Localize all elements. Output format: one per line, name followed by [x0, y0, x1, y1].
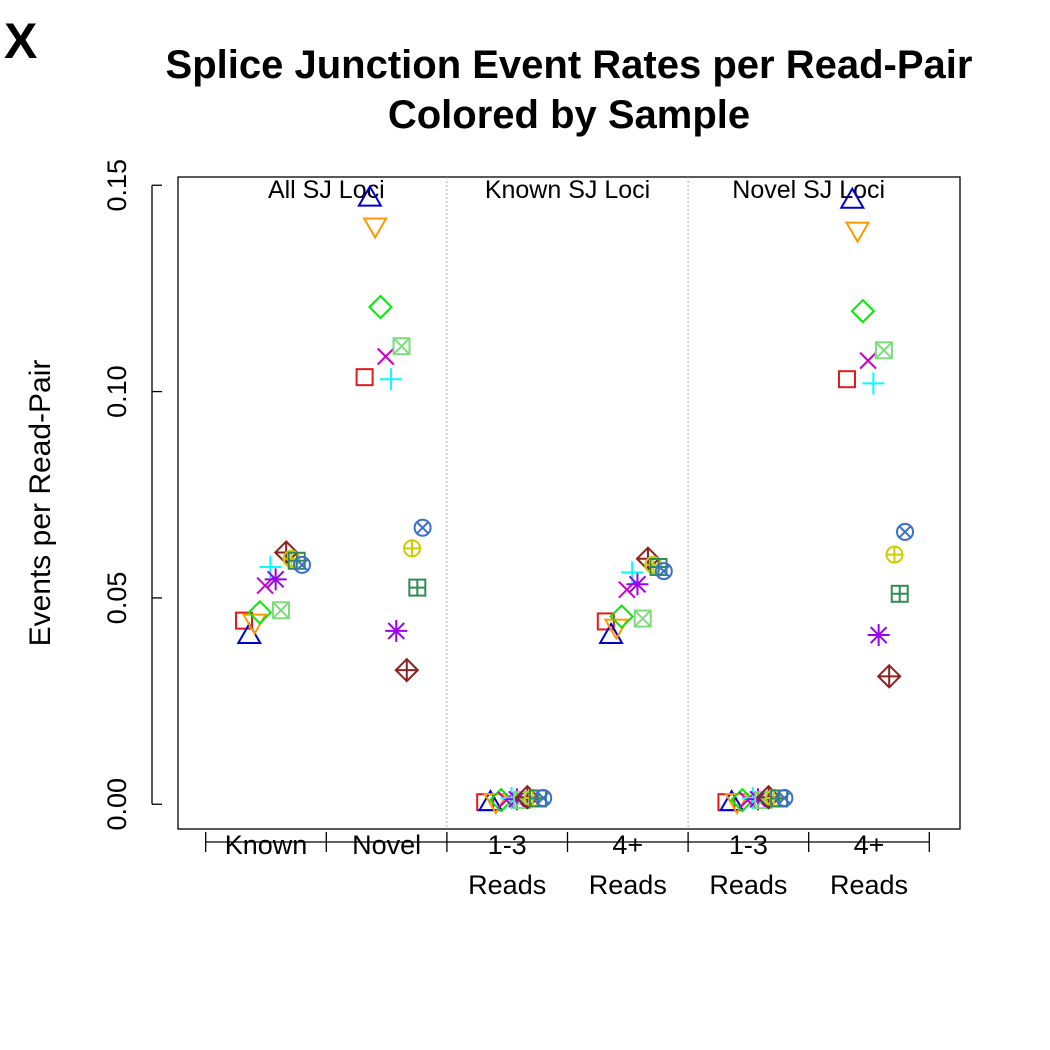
panel-label: Novel SJ Loci: [732, 176, 885, 204]
data-point: [609, 604, 635, 629]
x-tick-label: 1-3: [729, 830, 768, 860]
data-point: [603, 618, 630, 641]
panel-separators: [446, 177, 689, 829]
x-tick-label: Reads: [468, 870, 546, 900]
y-axis-label: Events per Read-Pair: [24, 360, 57, 647]
y-tick-label: 0.05: [102, 572, 132, 625]
panel-labels: All SJ Loci Known SJ Loci Novel SJ Loci: [268, 176, 885, 204]
data-point: [775, 789, 794, 808]
y-tick-label: 0.15: [102, 159, 132, 212]
data-point: [235, 611, 253, 630]
data-point: [850, 298, 876, 324]
x-tick-label: Novel: [352, 830, 421, 860]
data-point: [896, 522, 914, 541]
data-point: [403, 539, 422, 558]
data-point: [293, 555, 311, 574]
chart-title: Splice Junction Event Rates per Read-Pai…: [166, 43, 973, 137]
data-point: [598, 622, 624, 645]
plot-frame: [177, 176, 961, 830]
data-point: [236, 622, 263, 645]
data-point: [885, 545, 904, 564]
data-point: [379, 368, 402, 391]
panel-label: Known SJ Loci: [485, 176, 650, 204]
data-point: [362, 217, 388, 240]
data-point: [376, 347, 395, 366]
x-tick-label: Known: [225, 830, 308, 860]
data-point: [247, 599, 273, 625]
title-line: Splice Junction Event Rates per Read-Pai…: [166, 43, 973, 87]
data-point: [838, 370, 856, 389]
x-tick-label: 4+: [612, 830, 643, 860]
data-point: [626, 573, 649, 596]
x-tick-label: 4+: [854, 830, 885, 860]
data-point: [596, 612, 615, 631]
data-point: [844, 221, 871, 244]
x-tick-label: Reads: [830, 870, 908, 900]
panel-letter: X: [4, 13, 37, 69]
data-point: [534, 789, 553, 808]
x-axis: Known Novel 1-3 Reads 4+ Reads 1-3 Reads 4+ Reads: [205, 830, 930, 900]
data-point: [355, 368, 374, 387]
data-point: [385, 619, 408, 642]
data-point: [718, 789, 745, 812]
data-points: [235, 184, 914, 816]
x-tick-label: Reads: [589, 870, 667, 900]
data-point: [839, 186, 866, 209]
data-point: [488, 787, 514, 813]
data-point: [890, 584, 909, 603]
y-axis: 0.00 0.05 0.10 0.15: [102, 159, 162, 831]
data-point: [394, 657, 420, 683]
data-point: [271, 601, 290, 620]
data-point: [867, 624, 890, 647]
data-point: [413, 518, 432, 537]
data-point: [392, 337, 411, 356]
x-tick-label: Reads: [709, 870, 787, 900]
data-point: [729, 787, 755, 813]
data-point: [408, 578, 427, 597]
y-tick-label: 0.10: [102, 365, 132, 418]
data-point: [859, 351, 877, 370]
y-axis-title: Events per Read-Pair: [24, 360, 57, 647]
data-point: [876, 663, 902, 689]
data-point: [633, 609, 652, 628]
data-point: [357, 184, 383, 207]
title-line: Colored by Sample: [388, 93, 750, 137]
y-tick-label: 0.00: [102, 778, 132, 831]
x-tick-label: 1-3: [488, 830, 527, 860]
data-point: [654, 562, 673, 581]
data-point: [874, 341, 893, 360]
panel-label: All SJ Loci: [268, 176, 385, 204]
data-point: [477, 789, 504, 812]
data-point: [862, 372, 885, 395]
data-point: [368, 294, 393, 320]
data-point: [264, 568, 287, 591]
